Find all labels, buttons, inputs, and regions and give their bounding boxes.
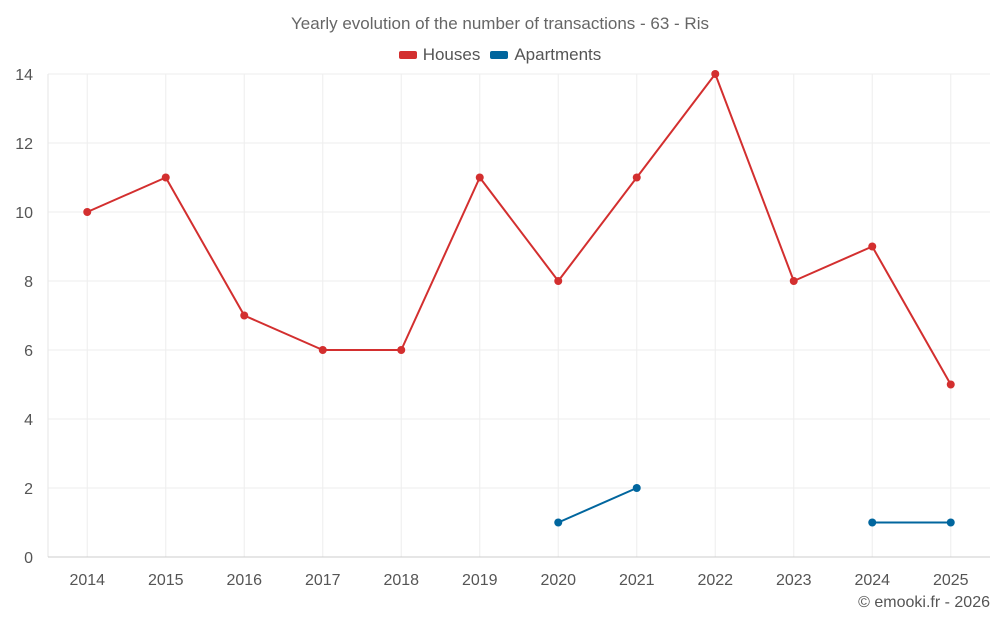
data-point-houses bbox=[711, 70, 720, 78]
x-tick-label: 2021 bbox=[619, 572, 655, 589]
data-point-houses bbox=[397, 346, 406, 354]
series-apartments bbox=[554, 484, 955, 527]
data-point-houses bbox=[318, 346, 327, 354]
data-point-apartments bbox=[632, 484, 641, 492]
x-tick-label: 2022 bbox=[697, 572, 733, 589]
data-point-houses bbox=[946, 380, 955, 389]
y-tick-label: 2 bbox=[24, 481, 33, 498]
y-tick-label: 4 bbox=[24, 412, 33, 429]
chart-legend: Houses Apartments bbox=[0, 45, 1000, 65]
y-tick-label: 10 bbox=[15, 205, 33, 222]
data-point-houses bbox=[632, 173, 641, 182]
legend-item-apartments[interactable]: Apartments bbox=[490, 45, 601, 65]
y-tick-label: 12 bbox=[15, 136, 33, 153]
y-tick-label: 14 bbox=[15, 67, 33, 84]
legend-swatch-houses bbox=[398, 51, 417, 59]
y-tick-label: 8 bbox=[24, 274, 33, 291]
series-line-houses bbox=[86, 73, 952, 385]
series-houses bbox=[83, 70, 955, 389]
data-point-houses bbox=[83, 208, 92, 216]
legend-item-houses[interactable]: Houses bbox=[398, 45, 481, 65]
x-tick-label: 2016 bbox=[226, 572, 262, 589]
x-tick-label: 2023 bbox=[776, 572, 812, 589]
x-tick-label: 2020 bbox=[540, 572, 576, 589]
legend-swatch-apartments bbox=[490, 51, 509, 59]
x-tick-label: 2024 bbox=[854, 572, 890, 589]
y-tick-label: 0 bbox=[24, 550, 33, 567]
credit-text: © emooki.fr - 2026 bbox=[858, 594, 990, 611]
legend-label-apartments: Apartments bbox=[514, 45, 602, 64]
x-tick-label: 2018 bbox=[383, 572, 419, 589]
data-point-apartments bbox=[868, 518, 877, 527]
chart-title: Yearly evolution of the number of transa… bbox=[291, 14, 709, 33]
x-tick-label: 2015 bbox=[148, 572, 184, 589]
series bbox=[83, 70, 955, 527]
axes: 0 2 4 6 8 10 12 14 2014 2015 2016 2017 2018 2019 2020 2… bbox=[15, 67, 990, 589]
grid bbox=[47, 73, 990, 557]
data-point-houses bbox=[161, 173, 170, 182]
data-point-houses bbox=[554, 277, 563, 285]
x-tick-label: 2014 bbox=[69, 572, 105, 589]
x-tick-label: 2017 bbox=[305, 572, 341, 589]
data-point-houses bbox=[240, 311, 249, 320]
data-point-apartments bbox=[946, 518, 955, 527]
x-tick-label: 2025 bbox=[933, 572, 969, 589]
series-line-apartments bbox=[557, 487, 951, 524]
data-point-houses bbox=[789, 277, 798, 285]
data-point-apartments bbox=[554, 518, 563, 527]
legend-label-houses: Houses bbox=[422, 45, 481, 64]
y-tick-label: 6 bbox=[24, 343, 33, 360]
data-point-houses bbox=[868, 242, 877, 251]
x-tick-label: 2019 bbox=[462, 572, 498, 589]
data-point-houses bbox=[475, 173, 484, 182]
